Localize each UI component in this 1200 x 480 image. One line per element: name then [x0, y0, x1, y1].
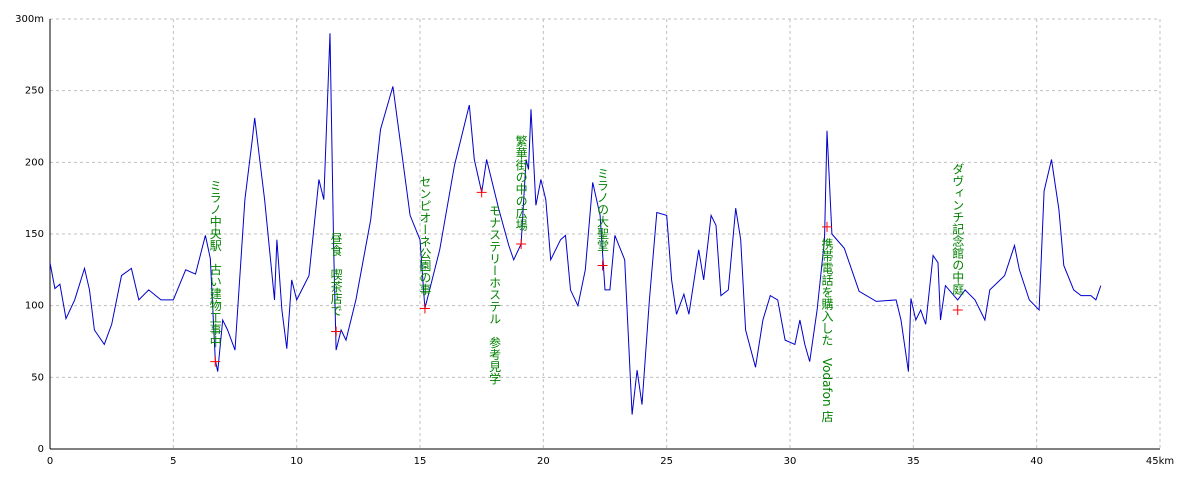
y-tick-label: 150 — [25, 229, 44, 240]
y-tick-label: 0 — [38, 444, 44, 455]
y-tick-label: 300m — [15, 14, 44, 25]
annotation-text: 繁華街の中の広場 — [514, 134, 528, 232]
x-tick-label: 5 — [170, 456, 176, 467]
annotation-text: モナステリーホステル 参考見学 — [488, 204, 502, 384]
annotation-marker — [419, 303, 430, 314]
annotation-marker — [476, 187, 487, 198]
y-tick-label: 50 — [31, 372, 44, 383]
x-tick-label: 15 — [414, 456, 427, 467]
x-tick-label: 40 — [1030, 456, 1043, 467]
y-tick-label: 200 — [25, 157, 44, 168]
x-tick-label: 45km — [1146, 456, 1174, 467]
annotation-marker — [597, 260, 608, 271]
x-tick-label: 35 — [907, 456, 920, 467]
x-tick-label: 30 — [784, 456, 797, 467]
x-tick-label: 25 — [660, 456, 673, 467]
annotation-text: センピオーネ公園の事 — [418, 176, 432, 296]
annotation-text: ミラノ中央駅 古い建物工事中 — [208, 180, 222, 348]
annotation-text: ミラノの大聖堂 — [596, 168, 610, 252]
x-tick-label: 20 — [537, 456, 550, 467]
annotation-marker — [516, 239, 527, 250]
x-tick-label: 10 — [290, 456, 303, 467]
y-tick-label: 250 — [25, 86, 44, 97]
annotation-marker — [822, 221, 832, 232]
annotation-marker — [952, 304, 963, 315]
annotation-text: 昼食 喫茶店で — [329, 232, 343, 316]
y-tick-label: 100 — [25, 301, 44, 312]
x-tick-label: 0 — [47, 456, 53, 467]
annotation-text: 携帯電話を購入した Vodafon 店 — [820, 236, 834, 422]
annotation-text: ダヴィンチ記念館の中庭 — [951, 163, 965, 296]
annotation-marker — [331, 326, 342, 337]
annotation-marker — [210, 356, 221, 367]
elevation-line — [49, 33, 1102, 415]
